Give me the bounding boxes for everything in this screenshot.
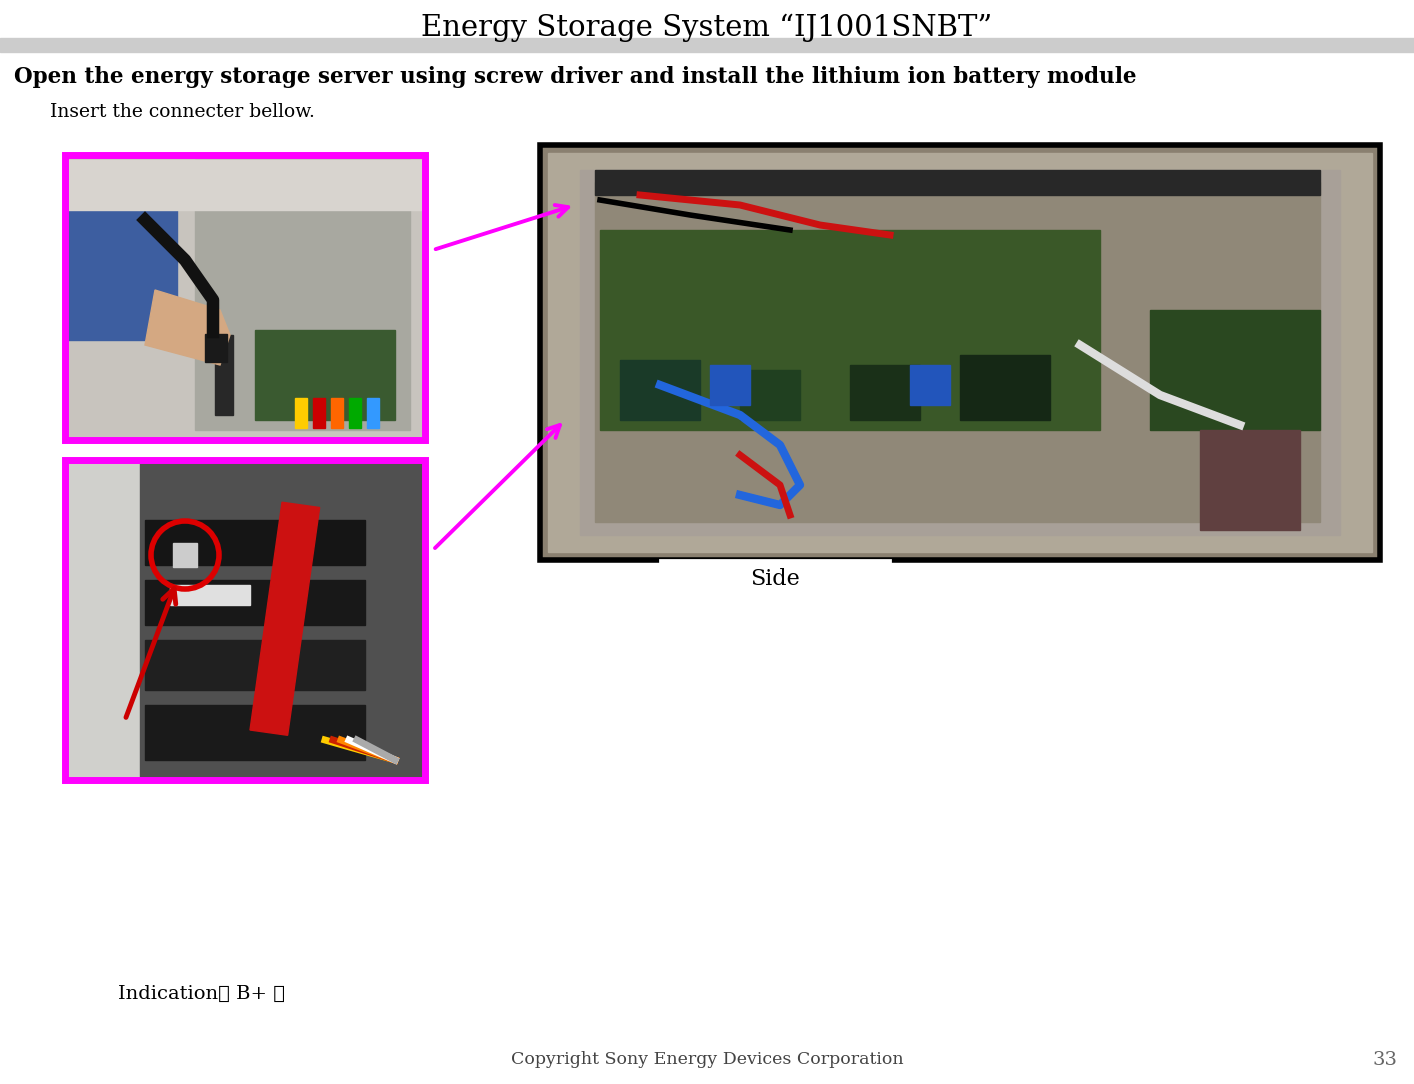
- Bar: [66, 201, 177, 340]
- Bar: [911, 365, 950, 405]
- Bar: [62, 970, 339, 1018]
- Bar: [250, 502, 320, 735]
- Bar: [255, 330, 395, 420]
- Bar: [173, 543, 197, 567]
- Text: Copyright Sony Energy Devices Corporation: Copyright Sony Energy Devices Corporatio…: [510, 1051, 904, 1069]
- Bar: [595, 170, 1321, 195]
- Bar: [349, 398, 361, 428]
- Bar: [549, 153, 1372, 552]
- Bar: [215, 335, 233, 415]
- Text: Indication【 B+ 】: Indication【 B+ 】: [117, 985, 284, 1003]
- Text: Side: Side: [749, 568, 800, 590]
- Bar: [595, 182, 1321, 522]
- Bar: [205, 334, 228, 362]
- Bar: [740, 370, 800, 420]
- Bar: [65, 460, 426, 780]
- Bar: [600, 230, 1100, 430]
- Bar: [660, 560, 889, 598]
- Bar: [66, 160, 423, 210]
- Bar: [710, 365, 749, 405]
- Bar: [66, 462, 141, 778]
- Text: Insert the connecter bellow.: Insert the connecter bellow.: [49, 103, 315, 121]
- Bar: [1150, 310, 1321, 430]
- Bar: [146, 640, 365, 691]
- Bar: [65, 155, 426, 440]
- Bar: [146, 580, 365, 625]
- Text: 33: 33: [1373, 1051, 1397, 1069]
- Bar: [146, 705, 365, 760]
- Bar: [140, 462, 423, 778]
- Bar: [540, 145, 1380, 560]
- Bar: [850, 365, 921, 420]
- Text: Open the energy storage server using screw driver and install the lithium ion ba: Open the energy storage server using scr…: [14, 66, 1137, 88]
- Bar: [195, 160, 410, 430]
- Bar: [540, 145, 1380, 560]
- Bar: [368, 398, 379, 428]
- Bar: [0, 38, 1414, 52]
- Bar: [146, 520, 365, 565]
- Bar: [960, 354, 1051, 420]
- Bar: [1200, 430, 1299, 530]
- Bar: [65, 460, 426, 780]
- Bar: [580, 170, 1340, 535]
- Bar: [331, 398, 344, 428]
- Text: Energy Storage System “IJ1001SNBT”: Energy Storage System “IJ1001SNBT”: [421, 14, 993, 42]
- Bar: [296, 398, 307, 428]
- Bar: [312, 398, 325, 428]
- Bar: [619, 360, 700, 420]
- Polygon shape: [146, 291, 230, 365]
- Bar: [65, 155, 426, 440]
- Bar: [170, 585, 250, 605]
